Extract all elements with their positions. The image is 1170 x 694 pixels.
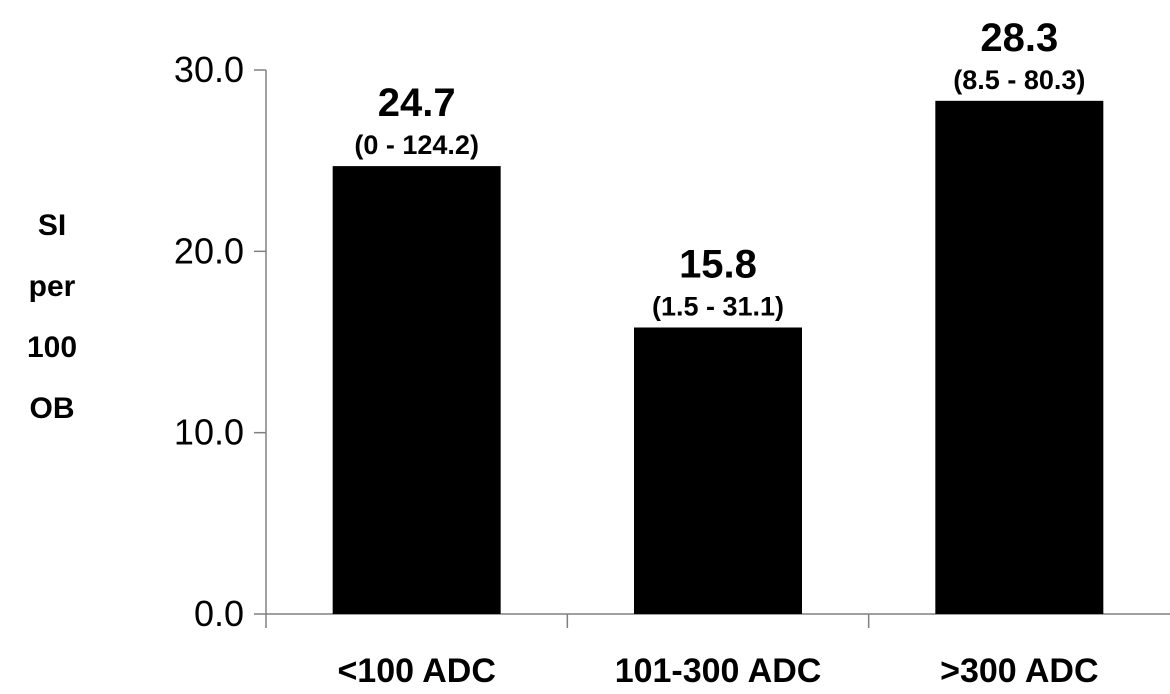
y-tick-label: 0.0 (194, 593, 244, 634)
y-axis-label-line: 100 (27, 331, 77, 364)
y-axis-label-line: SI (38, 209, 66, 242)
value-label: 24.7 (378, 81, 456, 125)
x-axis: <100 ADC 101-300 ADC >300 ADC (265, 613, 1170, 690)
x-category-label: >300 ADC (940, 652, 1098, 690)
y-tick-label: 10.0 (174, 412, 244, 453)
range-label: (0 - 124.2) (354, 130, 479, 160)
bar (935, 100, 1104, 615)
y-tick-label: 30.0 (174, 49, 244, 90)
value-label: 15.8 (679, 242, 757, 286)
y-axis-label-line: OB (30, 392, 75, 425)
bar (332, 166, 501, 614)
data-labels: (0 - 124.2) 24.7 (1.5 - 31.1) 15.8 (8.5 - 80… (354, 16, 1085, 322)
x-category-label: <100 ADC (337, 652, 495, 690)
bars (332, 100, 1104, 615)
range-label: (8.5 - 80.3) (953, 65, 1085, 95)
x-category-label: 101-300 ADC (615, 652, 822, 690)
bar (634, 327, 802, 614)
y-axis-label: SI per 100 OB (27, 209, 77, 425)
y-tick-label: 20.0 (174, 230, 244, 271)
range-label: (1.5 - 31.1) (652, 291, 784, 321)
value-label: 28.3 (980, 16, 1058, 60)
y-axis-label-line: per (29, 270, 76, 303)
y-axis: 0.0 10.0 20.0 30.0 (174, 49, 267, 634)
